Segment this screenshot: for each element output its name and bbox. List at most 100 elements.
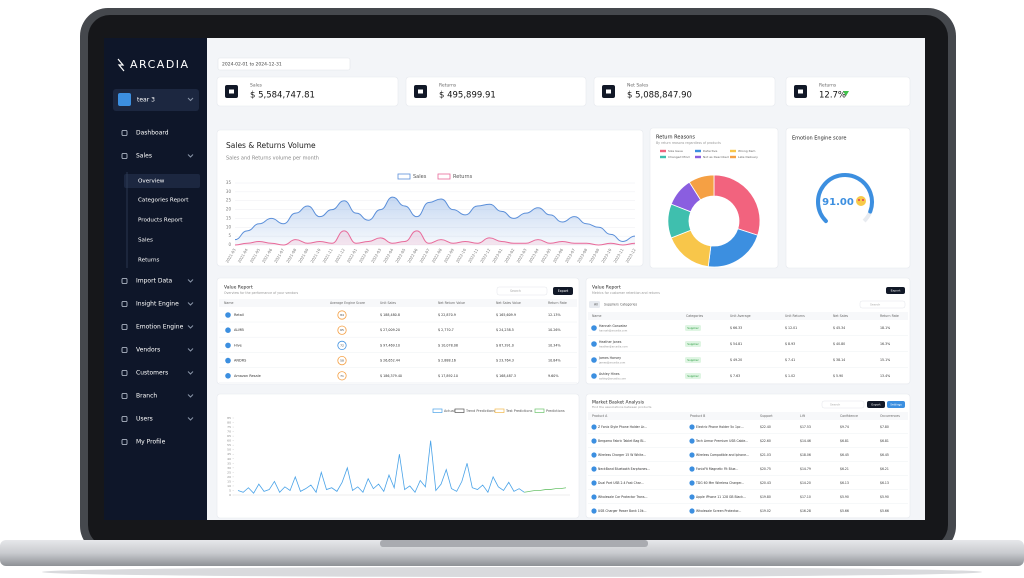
cell: $6.81 <box>840 439 849 443</box>
cell: Apple iPhone 11 128 GB Black... <box>696 495 746 499</box>
menu-item[interactable]: Insight Engine <box>136 301 179 308</box>
search-placeholder: Search <box>510 289 521 293</box>
avatar <box>689 438 695 444</box>
chevron <box>187 325 194 329</box>
submenu-item[interactable]: Products Report <box>138 218 183 224</box>
y-tick-label: 20 <box>227 475 231 479</box>
menu-item[interactable]: Import Data <box>136 278 172 285</box>
tab-active <box>589 301 600 308</box>
cell-name: Heather Jones <box>599 340 622 344</box>
cell: $ 97,469.10 <box>380 343 400 347</box>
menu-item[interactable]: Dashboard <box>136 130 169 137</box>
cell: $ 40.80 <box>833 342 845 346</box>
legend-swatch <box>494 408 505 413</box>
search-box[interactable] <box>859 300 906 309</box>
menu-item[interactable]: Users <box>136 416 153 423</box>
submenu-item[interactable]: Overview <box>138 179 165 185</box>
menu-item[interactable]: Vendors <box>136 347 160 354</box>
cell: $ 12.01 <box>785 326 797 330</box>
cell: $ 188,480.8 <box>380 313 400 317</box>
logo: ARCADIA <box>130 58 190 71</box>
table-subtitle: Metrics for customer retention and retur… <box>592 291 660 295</box>
y-tick-label: 30 <box>227 466 231 470</box>
cell: $6.13 <box>880 481 889 485</box>
card <box>585 393 911 519</box>
tab[interactable]: Suppliers <box>604 303 619 307</box>
cell: $18.06 <box>800 453 811 457</box>
menu-item[interactable]: My Profile <box>136 439 166 446</box>
legend-label: Actual <box>444 409 455 413</box>
export-button[interactable] <box>553 287 573 295</box>
submenu-item[interactable]: Categories Report <box>138 198 189 204</box>
tab[interactable]: All <box>594 303 598 307</box>
cell: $ 26,652.44 <box>380 359 400 363</box>
cell: $5.90 <box>880 495 889 499</box>
avatar <box>591 373 597 379</box>
cell: $ 27,009.20 <box>380 328 400 332</box>
menu-item[interactable]: Sales <box>136 153 152 160</box>
submenu-item[interactable]: Sales <box>138 238 153 244</box>
cell: $7.80 <box>880 425 889 429</box>
legend-label: Wrong Item <box>738 149 756 153</box>
table-header: Unit Average <box>730 314 751 318</box>
avatar <box>591 438 597 444</box>
kpi-value: $ 5,584,747.81 <box>250 91 315 101</box>
table-header: Average Engine Score <box>330 301 365 305</box>
score: 58 <box>340 359 344 363</box>
chevron <box>187 394 194 398</box>
cell: $ 66.33 <box>730 326 742 330</box>
score: 65 <box>340 328 344 332</box>
cell: $ 38.14 <box>833 358 845 362</box>
submenu-item[interactable]: Returns <box>138 258 160 264</box>
legend-swatch <box>695 155 701 159</box>
tab[interactable]: Categories <box>620 303 638 307</box>
avatar <box>225 312 231 318</box>
date-picker[interactable] <box>217 57 351 71</box>
button[interactable] <box>887 401 905 408</box>
y-tick-label: 80 <box>227 421 231 425</box>
avatar <box>225 357 231 364</box>
legend-label: Late Delivery <box>738 155 758 159</box>
cell: TDG 60 Mm Wireless Charger... <box>695 481 744 485</box>
menu-item[interactable]: Emotion Engine <box>136 324 184 331</box>
cell: $ 8.93 <box>785 342 795 346</box>
chevron <box>187 371 194 375</box>
cell: 13.4% <box>880 374 890 378</box>
menu-item[interactable]: Branch <box>136 393 157 400</box>
search-placeholder: Search <box>830 403 840 407</box>
cell: $14.46 <box>800 439 811 443</box>
menu-item[interactable]: Customers <box>136 370 168 377</box>
table-header-bg <box>219 299 577 307</box>
user-box[interactable] <box>113 89 199 111</box>
y-tick-label: 10 <box>226 224 232 229</box>
search-box[interactable] <box>496 286 548 296</box>
cell: $20.75 <box>760 467 771 471</box>
legend-swatch <box>695 149 701 153</box>
search-box[interactable] <box>821 400 865 409</box>
button[interactable] <box>867 401 885 408</box>
kpi-icon-glyph <box>798 89 803 94</box>
score: 71 <box>340 374 344 378</box>
y-tick-label: 65 <box>227 434 231 438</box>
cell: $5.66 <box>840 509 849 513</box>
score-ring <box>337 371 347 381</box>
table-header: Return Rate <box>548 301 567 305</box>
table-header: Product B <box>690 414 705 418</box>
avatar <box>689 452 695 458</box>
kpi-value: $ 5,088,847.90 <box>627 91 692 101</box>
cell: $6.13 <box>840 481 849 485</box>
legend-swatch <box>397 173 411 180</box>
kpi-label: Returns <box>819 83 837 89</box>
chevron <box>187 154 194 158</box>
cell: ALMB <box>234 328 244 332</box>
export-button[interactable] <box>886 287 905 294</box>
y-tick-label: 10 <box>227 484 231 488</box>
cell: $ 2,770.7 <box>438 328 454 332</box>
menu-icon <box>121 439 128 445</box>
y-tick-label: 35 <box>227 461 231 465</box>
y-tick-label: 75 <box>227 425 231 429</box>
cell: $14.79 <box>800 467 811 471</box>
menu-icon <box>121 130 128 136</box>
base-notch <box>380 540 648 547</box>
